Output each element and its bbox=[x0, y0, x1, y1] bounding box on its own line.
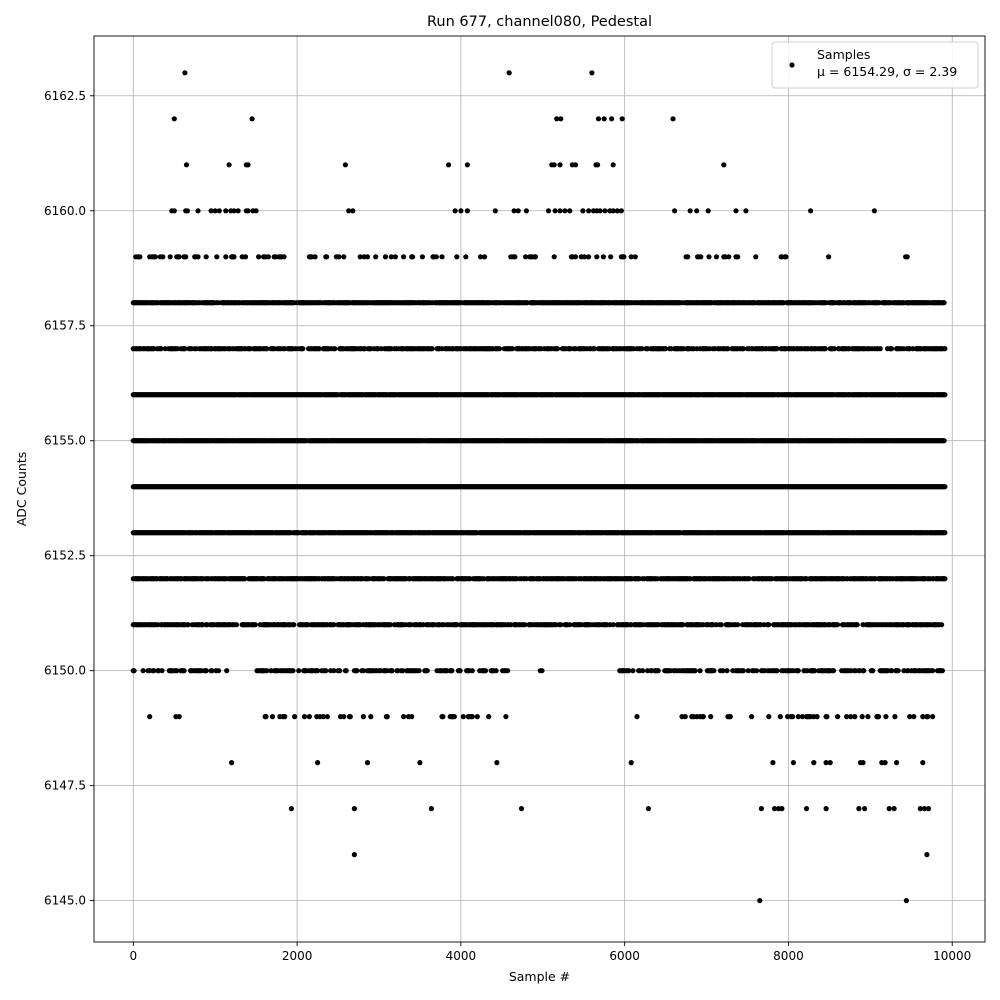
data-point bbox=[632, 254, 638, 260]
data-point bbox=[454, 254, 460, 260]
data-point bbox=[663, 346, 669, 352]
data-point bbox=[512, 254, 518, 260]
data-point bbox=[608, 254, 614, 260]
data-point bbox=[382, 254, 389, 260]
data-point bbox=[341, 254, 347, 260]
data-point bbox=[572, 254, 579, 260]
data-point bbox=[698, 254, 704, 260]
data-point bbox=[826, 254, 832, 260]
data-point bbox=[942, 484, 948, 490]
data-point bbox=[256, 254, 262, 260]
data-point bbox=[439, 254, 445, 260]
data-point bbox=[600, 254, 607, 260]
data-point bbox=[160, 254, 166, 260]
data-point bbox=[182, 346, 188, 352]
data-point bbox=[463, 254, 469, 260]
data-point bbox=[685, 254, 691, 260]
data-point bbox=[726, 254, 732, 260]
chart-title: Run 677, channel080, Pedestal bbox=[427, 14, 652, 30]
data-point bbox=[158, 346, 164, 352]
data-point bbox=[594, 254, 600, 260]
data-point bbox=[725, 346, 731, 352]
data-point bbox=[783, 254, 789, 260]
data-point bbox=[482, 254, 488, 260]
data-point bbox=[877, 346, 883, 352]
data-point bbox=[392, 254, 398, 260]
data-point bbox=[740, 346, 747, 352]
data-point bbox=[312, 254, 318, 260]
data-point bbox=[889, 346, 895, 352]
data-point bbox=[713, 254, 720, 260]
data-point bbox=[509, 346, 516, 352]
data-point bbox=[316, 346, 322, 352]
data-point bbox=[941, 300, 947, 306]
data-point bbox=[336, 254, 342, 260]
data-point bbox=[324, 254, 330, 260]
data-point bbox=[364, 254, 371, 260]
data-point bbox=[477, 254, 484, 260]
data-point bbox=[591, 346, 598, 352]
data-point bbox=[203, 254, 209, 260]
data-point bbox=[388, 254, 394, 260]
data-point bbox=[176, 254, 182, 260]
data-point bbox=[551, 254, 557, 260]
data-point bbox=[300, 346, 306, 352]
data-point bbox=[429, 346, 435, 352]
data-point bbox=[167, 254, 173, 260]
data-point bbox=[706, 254, 712, 260]
data-point bbox=[586, 254, 592, 260]
data-point bbox=[774, 346, 780, 352]
data-point bbox=[401, 254, 407, 260]
data-point bbox=[532, 254, 539, 260]
data-point bbox=[554, 346, 561, 352]
data-point bbox=[223, 254, 229, 260]
data-point bbox=[137, 254, 143, 260]
data-point bbox=[581, 254, 588, 260]
data-point bbox=[214, 254, 220, 260]
data-point bbox=[242, 254, 249, 260]
data-point bbox=[433, 254, 439, 260]
data-point bbox=[264, 346, 270, 352]
data-point bbox=[183, 254, 189, 260]
data-point bbox=[195, 254, 201, 260]
data-point bbox=[942, 392, 948, 398]
data-point bbox=[357, 254, 363, 260]
data-point bbox=[373, 254, 379, 260]
data-point bbox=[410, 254, 416, 260]
data-point bbox=[281, 254, 287, 260]
data-point bbox=[332, 346, 338, 352]
data-point bbox=[628, 254, 634, 260]
data-point bbox=[639, 346, 645, 352]
data-point bbox=[265, 254, 271, 260]
data-point bbox=[941, 438, 947, 444]
data-point bbox=[523, 254, 529, 260]
data-point bbox=[904, 254, 910, 260]
data-point bbox=[496, 346, 502, 352]
data-point bbox=[735, 254, 741, 260]
data-point bbox=[753, 254, 759, 260]
data-point bbox=[152, 254, 158, 260]
data-point bbox=[831, 346, 837, 352]
data-point bbox=[231, 254, 237, 260]
data-point bbox=[942, 346, 948, 352]
data-point bbox=[419, 254, 425, 260]
data-point bbox=[621, 254, 627, 260]
data-points bbox=[130, 70, 948, 904]
data-point bbox=[822, 346, 828, 352]
